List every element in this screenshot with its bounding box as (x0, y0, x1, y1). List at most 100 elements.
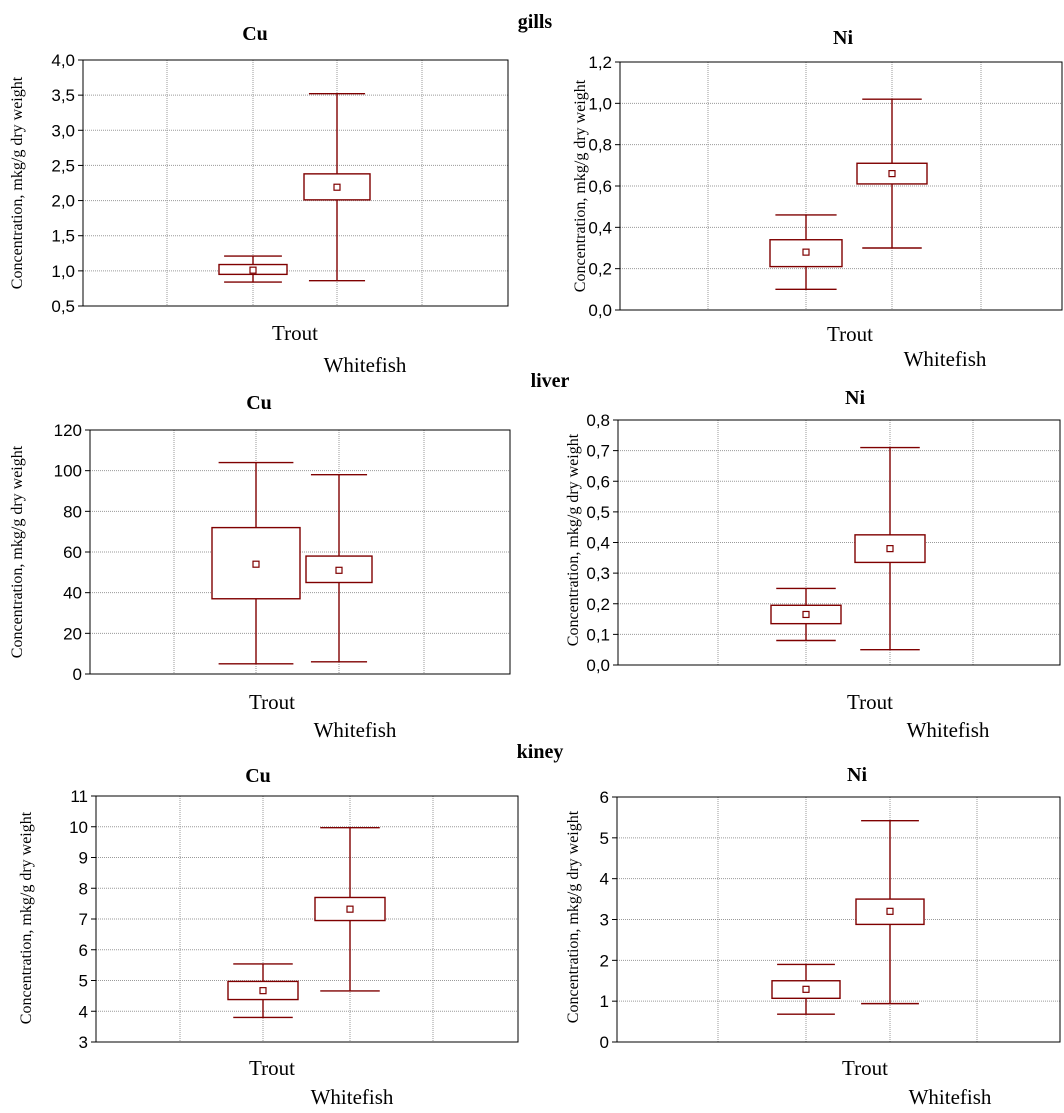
y-tick-label: 0,4 (588, 218, 612, 237)
y-tick-label: 0,7 (586, 442, 610, 461)
y-tick-label: 11 (70, 787, 88, 806)
y-tick-label: 0,0 (586, 656, 610, 675)
y-tick-label: 3 (79, 1033, 88, 1052)
category-label-trout: Trout (842, 1056, 888, 1080)
box-rect (854, 534, 926, 564)
y-tick-label: 100 (54, 462, 82, 481)
y-tick-label: 1 (600, 992, 609, 1011)
y-tick-label: 80 (63, 502, 82, 521)
y-tick-label: 4 (79, 1002, 88, 1021)
chart-panel-gills-cu: 0,5 1,0 1,5 2,0 2,5 3,0 3,5 4,0 Cu Concentration,… (9, 23, 509, 377)
chart-panel-gills-ni: 0,0 0,2 0,4 0,6 0,8 1,0 1,2 Ni Concentration, mk… (572, 27, 1063, 371)
center-marker (252, 560, 260, 568)
y-tick-label: 3,5 (51, 86, 75, 105)
y-tick-label: 0,2 (586, 595, 610, 614)
y-tick-label: 0,5 (586, 503, 610, 522)
chart-panel-kiney-cu: 3 4 5 6 7 8 9 10 11 Cu Concentration, mkg/g dry we… (18, 765, 519, 1109)
y-tick-label: 2,0 (51, 192, 75, 211)
y-tick-label: 1,2 (588, 53, 612, 72)
chart-panel-kiney-ni: 0 1 2 3 4 5 6 Ni Concentration, mkg/g dry weight… (565, 764, 1061, 1109)
plot-frame (89, 429, 511, 675)
box-trout (771, 963, 841, 1015)
y-tick-label: 5 (79, 972, 88, 991)
box-trout (211, 461, 301, 665)
box-whitefish (855, 819, 925, 1005)
center-marker (802, 985, 810, 993)
y-tick-label: 0,4 (586, 534, 610, 553)
y-axis-label: Concentration, mkg/g dry weight (18, 811, 35, 1024)
panel-title: Ni (847, 764, 867, 786)
box-trout (227, 963, 299, 1019)
category-label-whitefish: Whitefish (904, 347, 987, 371)
y-tick-label: 1,0 (588, 94, 612, 113)
category-label-trout: Trout (847, 690, 893, 714)
center-marker (886, 545, 894, 553)
y-tick-label: 0,1 (586, 625, 610, 644)
y-tick-label: 1,5 (51, 227, 75, 246)
category-label-trout: Trout (249, 1056, 295, 1080)
box-rect (769, 239, 843, 268)
center-marker (346, 905, 354, 913)
box-whitefish (854, 446, 926, 651)
y-tick-label: 2 (600, 951, 609, 970)
center-marker (259, 987, 267, 995)
y-tick-label: 9 (79, 849, 88, 868)
y-tick-label: 120 (54, 421, 82, 440)
category-label-whitefish: Whitefish (324, 353, 407, 377)
y-tick-label: 0,2 (588, 260, 612, 279)
plot-frame (82, 59, 509, 307)
category-label-whitefish: Whitefish (311, 1085, 394, 1109)
box-trout (770, 587, 842, 642)
category-label-trout: Trout (249, 690, 295, 714)
box-whitefish (314, 826, 386, 992)
center-marker (886, 907, 894, 915)
y-tick-label: 0 (73, 665, 82, 684)
y-axis-label: Concentration, mkg/g dry weight (565, 810, 582, 1023)
section-title-liver: liver (531, 370, 570, 392)
y-tick-label: 0,8 (588, 136, 612, 155)
y-axis-label: Concentration, mkg/g dry weight (9, 76, 26, 289)
center-marker (333, 183, 341, 191)
y-tick-label: 0,5 (51, 297, 75, 316)
section-title-kiney: kiney (517, 741, 564, 763)
y-tick-label: 6 (600, 788, 609, 807)
box-trout (769, 214, 843, 291)
y-axis-label: Concentration, mkg/g dry weight (9, 445, 26, 658)
y-tick-label: 3,0 (51, 121, 75, 140)
category-label-whitefish: Whitefish (909, 1085, 992, 1109)
y-tick-label: 20 (63, 624, 82, 643)
plot-frame (95, 795, 519, 1043)
section-title-gills: gills (518, 11, 553, 33)
chart-panel-liver-ni: 0,0 0,1 0,2 0,3 0,4 0,5 0,6 0,7 0,8 Ni Concentrati… (565, 387, 1061, 742)
panel-title: Ni (833, 27, 853, 49)
y-tick-label: 5 (600, 829, 609, 848)
center-marker (335, 566, 343, 574)
y-tick-label: 0,6 (588, 177, 612, 196)
y-axis-label: Concentration, mkg/g dry weight (565, 433, 582, 646)
y-tick-label: 1,0 (51, 262, 75, 281)
center-marker (888, 170, 896, 178)
y-tick-label: 3 (600, 911, 609, 930)
category-label-trout: Trout (827, 322, 873, 346)
category-label-whitefish: Whitefish (907, 718, 990, 742)
center-marker (802, 248, 810, 256)
chart-panel-liver-cu: 0 20 40 60 80 100 120 Cu Concentration, mkg/g dr… (9, 392, 511, 742)
y-axis-label: Concentration, mkg/g dry weight (572, 79, 589, 292)
y-tick-label: 0,0 (588, 301, 612, 320)
y-tick-label: 2,5 (51, 156, 75, 175)
y-tick-label: 60 (63, 543, 82, 562)
box-whitefish (856, 98, 928, 249)
y-tick-label: 4 (600, 870, 609, 889)
center-marker (249, 266, 257, 274)
center-marker (802, 610, 810, 619)
y-tick-label: 8 (79, 879, 88, 898)
plot-frame (616, 796, 1061, 1043)
y-tick-label: 0,8 (586, 411, 610, 430)
y-tick-label: 6 (79, 941, 88, 960)
plot-frame (617, 419, 1061, 666)
box-whitefish (303, 93, 371, 282)
category-label-trout: Trout (272, 321, 318, 345)
box-rect (855, 898, 925, 926)
y-tick-label: 0 (600, 1033, 609, 1052)
